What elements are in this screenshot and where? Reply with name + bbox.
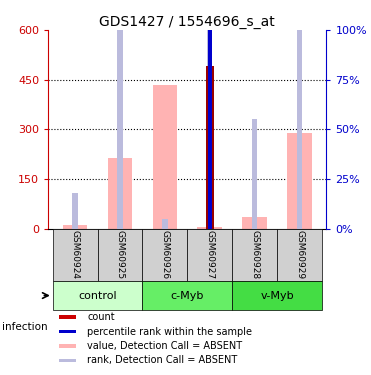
Text: count: count [87, 312, 115, 322]
Title: GDS1427 / 1554696_s_at: GDS1427 / 1554696_s_at [99, 15, 275, 29]
Text: GSM60926: GSM60926 [160, 230, 170, 279]
Bar [59, 315, 76, 319]
Bar [142, 281, 232, 310]
Text: v-Myb: v-Myb [260, 291, 294, 300]
Bar [59, 344, 76, 348]
Text: control: control [78, 291, 117, 300]
Bar [98, 229, 142, 281]
Text: rank, Detection Call = ABSENT: rank, Detection Call = ABSENT [87, 355, 237, 365]
Text: GSM60925: GSM60925 [115, 230, 125, 279]
Bar [187, 229, 232, 281]
Bar [108, 158, 132, 229]
Text: GSM60924: GSM60924 [70, 231, 80, 279]
Bar [297, 0, 302, 229]
Bar [252, 120, 257, 229]
Bar [63, 225, 88, 229]
Bar [142, 229, 187, 281]
Bar [287, 133, 312, 229]
Bar [208, 0, 211, 229]
Text: value, Detection Call = ABSENT: value, Detection Call = ABSENT [87, 341, 242, 351]
Bar [53, 281, 142, 310]
Bar [232, 281, 322, 310]
Bar [197, 227, 222, 229]
Bar [59, 330, 76, 333]
Text: c-Myb: c-Myb [171, 291, 204, 300]
Bar [277, 229, 322, 281]
Text: infection: infection [2, 322, 47, 332]
Bar [72, 193, 78, 229]
Bar [152, 85, 177, 229]
Bar [207, 0, 213, 229]
Bar [206, 66, 214, 229]
Text: percentile rank within the sample: percentile rank within the sample [87, 327, 252, 336]
Text: GSM60929: GSM60929 [295, 230, 304, 279]
Bar [59, 358, 76, 362]
Text: GSM60927: GSM60927 [205, 230, 214, 279]
Bar [53, 229, 98, 281]
Bar [232, 229, 277, 281]
Bar [117, 0, 123, 229]
Bar [242, 217, 267, 229]
Text: GSM60928: GSM60928 [250, 230, 259, 279]
Bar [162, 219, 168, 229]
